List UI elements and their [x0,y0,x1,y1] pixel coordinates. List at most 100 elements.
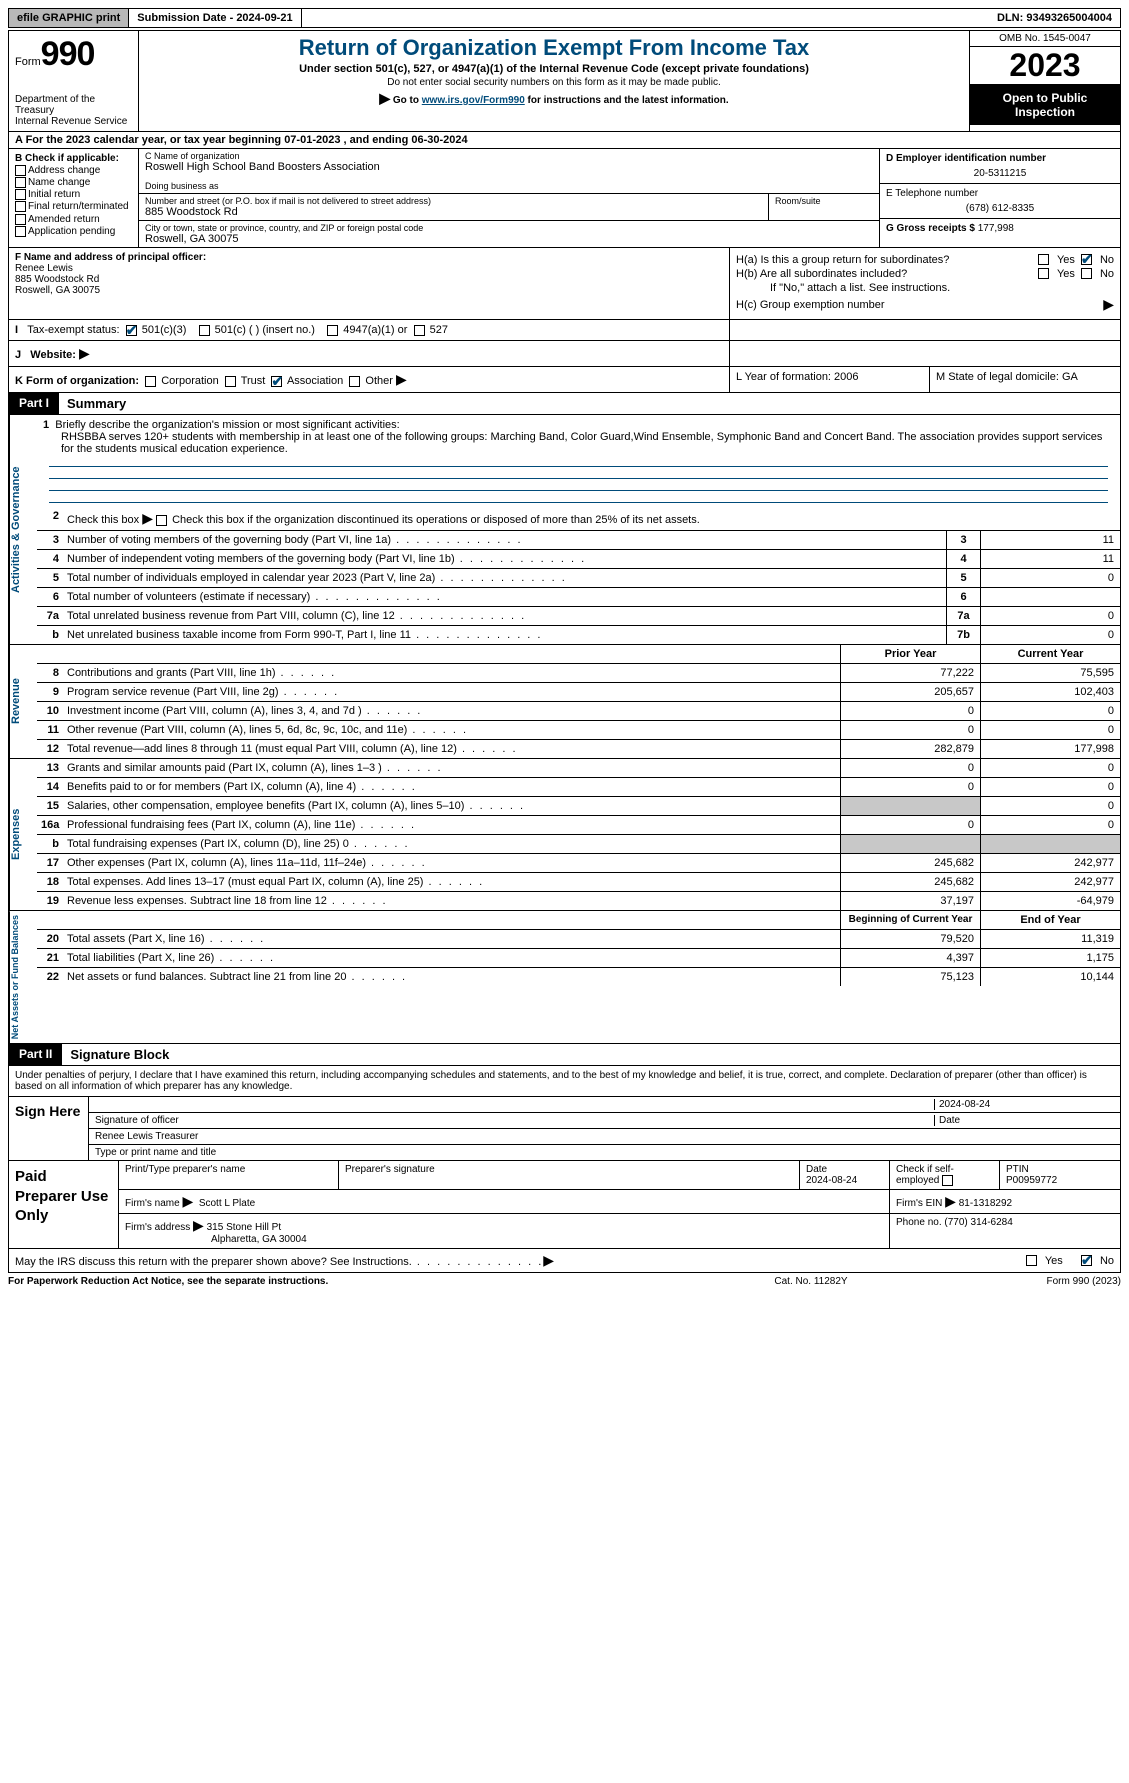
no-label: No [1100,268,1114,280]
checkbox-address-change[interactable] [15,165,26,176]
section-revenue: Revenue Prior YearCurrent Year 8Contribu… [8,645,1121,759]
paid-preparer-block: Paid Preparer Use Only Print/Type prepar… [8,1161,1121,1249]
vlabel-revenue: Revenue [9,645,37,758]
mission-label: Briefly describe the organization's miss… [55,419,399,431]
current-year-value: 11,319 [980,930,1120,948]
gross-value: 177,998 [978,223,1014,234]
form-subtitle: Under section 501(c), 527, or 4947(a)(1)… [147,63,961,75]
line-value: 11 [980,550,1120,568]
527-checkbox[interactable] [414,325,425,336]
phone-value: (678) 612-8335 [886,203,1114,214]
line-value: 0 [980,569,1120,587]
firm-ein-value: 81-1318292 [959,1198,1012,1209]
ha-yes-checkbox[interactable] [1038,254,1049,265]
self-employed-checkbox[interactable] [942,1175,953,1186]
line-text: Total number of individuals employed in … [63,569,946,587]
section-net-assets: Net Assets or Fund Balances Beginning of… [8,911,1121,1044]
checkbox-name-change[interactable] [15,177,26,188]
line-num: b [37,835,63,853]
line-box: 5 [946,569,980,587]
checkbox-initial-return[interactable] [15,189,26,200]
line-num: 5 [37,569,63,587]
line-text: Program service revenue (Part VIII, line… [63,683,840,701]
officer-name: Renee Lewis [15,263,73,274]
line-num: 22 [37,968,63,986]
line-num: 14 [37,778,63,796]
ptin-label: PTIN [1006,1164,1029,1175]
prior-year-value [840,835,980,853]
current-year-value: 242,977 [980,873,1120,891]
line-text: Total liabilities (Part X, line 26) [63,949,840,967]
signature-block: Under penalties of perjury, I declare th… [8,1066,1121,1161]
checkbox-final-return[interactable] [15,201,26,212]
efile-print-button[interactable]: efile GRAPHIC print [9,9,129,27]
line-box: 6 [946,588,980,606]
phone-label: E Telephone number [886,188,1114,199]
corp-checkbox[interactable] [145,376,156,387]
label-address-change: Address change [28,165,100,176]
discuss-text: May the IRS discuss this return with the… [15,1256,412,1268]
line-num: 11 [37,721,63,739]
assoc-checkbox[interactable] [271,376,282,387]
current-year-value: 177,998 [980,740,1120,758]
top-bar: efile GRAPHIC print Submission Date - 20… [8,8,1121,28]
current-year-value: 0 [980,759,1120,777]
line-text: Total assets (Part X, line 16) [63,930,840,948]
line-text: Revenue less expenses. Subtract line 18 … [63,892,840,910]
line-text: Grants and similar amounts paid (Part IX… [63,759,840,777]
line-text: Professional fundraising fees (Part IX, … [63,816,840,834]
officer-addr1: 885 Woodstock Rd [15,274,99,285]
line-text: Total fundraising expenses (Part IX, col… [63,835,840,853]
501c-checkbox[interactable] [199,325,210,336]
irs-link[interactable]: www.irs.gov/Form990 [422,95,525,106]
line-box: 7b [946,626,980,644]
tax-year: 2023 [970,47,1120,85]
vlabel-governance: Activities & Governance [9,415,37,644]
checkbox-amended-return[interactable] [15,214,26,225]
ha-no-checkbox[interactable] [1081,254,1092,265]
line-box: 3 [946,531,980,549]
current-year-value: 0 [980,778,1120,796]
state-domicile: M State of legal domicile: GA [930,367,1120,392]
line-box: 7a [946,607,980,625]
discuss-yes-checkbox[interactable] [1026,1255,1037,1266]
checkbox-application-pending[interactable] [15,226,26,237]
501c3-checkbox[interactable] [126,325,137,336]
prior-year-value: 0 [840,702,980,720]
part1-tag: Part I [9,393,59,414]
line-text: Net unrelated business taxable income fr… [63,626,946,644]
row-j-website: J Website: ▶ [8,341,1121,367]
hb-no-checkbox[interactable] [1081,268,1092,279]
no-label: No [1100,254,1114,266]
current-year-value: 1,175 [980,949,1120,967]
part1-header: Part I Summary [8,393,1121,415]
firm-name-value: Scott L Plate [199,1198,255,1209]
part1-title: Summary [59,393,134,414]
line-num: 7a [37,607,63,625]
ein-value: 20-5311215 [886,168,1114,179]
firm-addr-label: Firm's address [125,1222,190,1233]
discuss-no-checkbox[interactable] [1081,1255,1092,1266]
preparer-sig-hdr: Preparer's signature [339,1161,800,1189]
other-label: Other [365,375,393,387]
trust-checkbox[interactable] [225,376,236,387]
firm-addr2: Alpharetta, GA 30004 [125,1234,307,1245]
line-text: Contributions and grants (Part VIII, lin… [63,664,840,682]
hb-yes-checkbox[interactable] [1038,268,1049,279]
col-c-org-info: C Name of organization Roswell High Scho… [139,149,880,247]
label-amended-return: Amended return [28,214,100,225]
line-text: Number of independent voting members of … [63,550,946,568]
4947-checkbox[interactable] [327,325,338,336]
hb-note: If "No," attach a list. See instructions… [736,282,1114,294]
line2-checkbox[interactable] [156,515,167,526]
line-value: 0 [980,626,1120,644]
other-checkbox[interactable] [349,376,360,387]
dln-label: DLN: 93493265004004 [989,9,1120,27]
prior-year-value: 0 [840,778,980,796]
discuss-row: May the IRS discuss this return with the… [8,1249,1121,1273]
current-year-value: 0 [980,816,1120,834]
line-text: Number of voting members of the governin… [63,531,946,549]
col-b-checkboxes: B Check if applicable: Address change Na… [9,149,139,247]
form-org-label: K Form of organization: [15,375,139,387]
self-employed-label: Check if self-employed [890,1161,1000,1189]
